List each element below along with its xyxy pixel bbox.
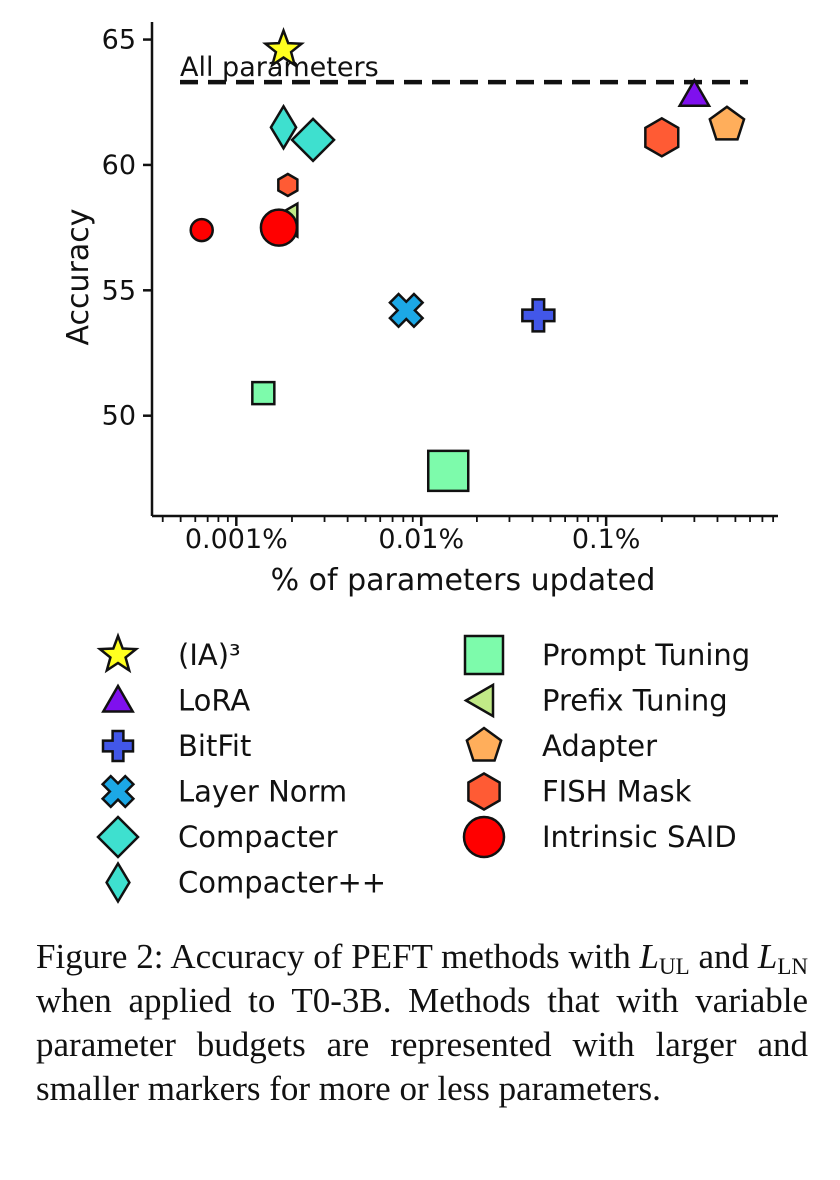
- legend-marker-ia: [96, 632, 140, 674]
- legend-marker-lora: [101, 683, 135, 713]
- point-intrinsic-said-small: [189, 217, 214, 243]
- legend-marker-compacter: [105, 861, 131, 904]
- legend-marker-fish-mask: [467, 772, 501, 811]
- caption-text-1: Accuracy of PEFT methods with: [163, 937, 640, 976]
- figure-caption: Figure 2: Accuracy of PEFT methods with …: [36, 935, 808, 1111]
- point-fish-mask-large: [644, 116, 680, 158]
- data-markers: [189, 27, 746, 493]
- legend-marker-compacter: [96, 815, 140, 859]
- x-tick-label: 0.1%: [572, 524, 641, 555]
- legend-label-fish-mask: FISH Mask: [542, 775, 692, 809]
- axes: 50 55 60 65 0.001% 0.01% 0.1%: [102, 22, 778, 555]
- caption-symbol-1: L: [639, 937, 660, 976]
- x-tick-label: 0.001%: [185, 524, 288, 555]
- point-fish-mask-small: [277, 172, 299, 198]
- legend-marker-layer-norm: [100, 774, 136, 809]
- legend-label-bitfit: BitFit: [178, 729, 251, 763]
- legend-label-prompt-tuning: Prompt Tuning: [542, 638, 750, 672]
- legend-marker-prompt-tuning: [463, 634, 505, 676]
- legend-label-layer-norm: Layer Norm: [178, 775, 347, 809]
- legend-marker-adapter: [465, 726, 503, 762]
- legend: (IA)³ LoRA BitFit Layer Norm Compacter Compac…: [96, 632, 750, 904]
- legend-label-ia: (IA)³: [178, 638, 241, 672]
- x-axis-label: % of parameters updated: [271, 563, 656, 598]
- y-tick-label: 60: [102, 150, 136, 181]
- legend-marker-intrinsic-said: [462, 815, 506, 859]
- caption-label: Figure 2:: [36, 937, 164, 976]
- y-tick-label: 55: [102, 275, 136, 306]
- legend-label-adapter: Adapter: [542, 729, 657, 763]
- point-adapter: [708, 105, 746, 141]
- caption-subscript-2: LN: [777, 954, 809, 979]
- point-prompt-tuning-large: [426, 449, 470, 493]
- y-tick-label: 50: [102, 401, 136, 432]
- y-tick-label: 65: [102, 25, 136, 56]
- caption-symbol-2: L: [757, 937, 778, 976]
- point-prompt-tuning-small: [251, 380, 276, 406]
- legend-label-intrinsic-said: Intrinsic SAID: [542, 820, 737, 854]
- point-compacter: [269, 103, 298, 151]
- legend-label-compacter: Compacter++: [178, 866, 386, 900]
- x-tick-label: 0.01%: [378, 524, 464, 555]
- legend-marker-bitfit: [101, 729, 135, 763]
- caption-text-2: and: [689, 937, 758, 976]
- caption-text-3: when applied to T0-3B. Methods that with…: [36, 981, 808, 1108]
- point-lora: [677, 77, 712, 108]
- legend-label-compacter: Compacter: [178, 820, 338, 854]
- point-ia: [262, 27, 305, 68]
- legend-label-lora: LoRA: [178, 684, 250, 718]
- caption-subscript-1: UL: [659, 954, 690, 979]
- point-compacter: [290, 117, 336, 163]
- point-bitfit: [521, 298, 556, 333]
- legend-marker-prefix-tuning: [463, 682, 495, 719]
- y-axis-label: Accuracy: [61, 209, 96, 346]
- legend-label-prefix-tuning: Prefix Tuning: [542, 684, 728, 718]
- point-intrinsic-said-large: [259, 208, 299, 247]
- point-layer-norm: [388, 292, 425, 329]
